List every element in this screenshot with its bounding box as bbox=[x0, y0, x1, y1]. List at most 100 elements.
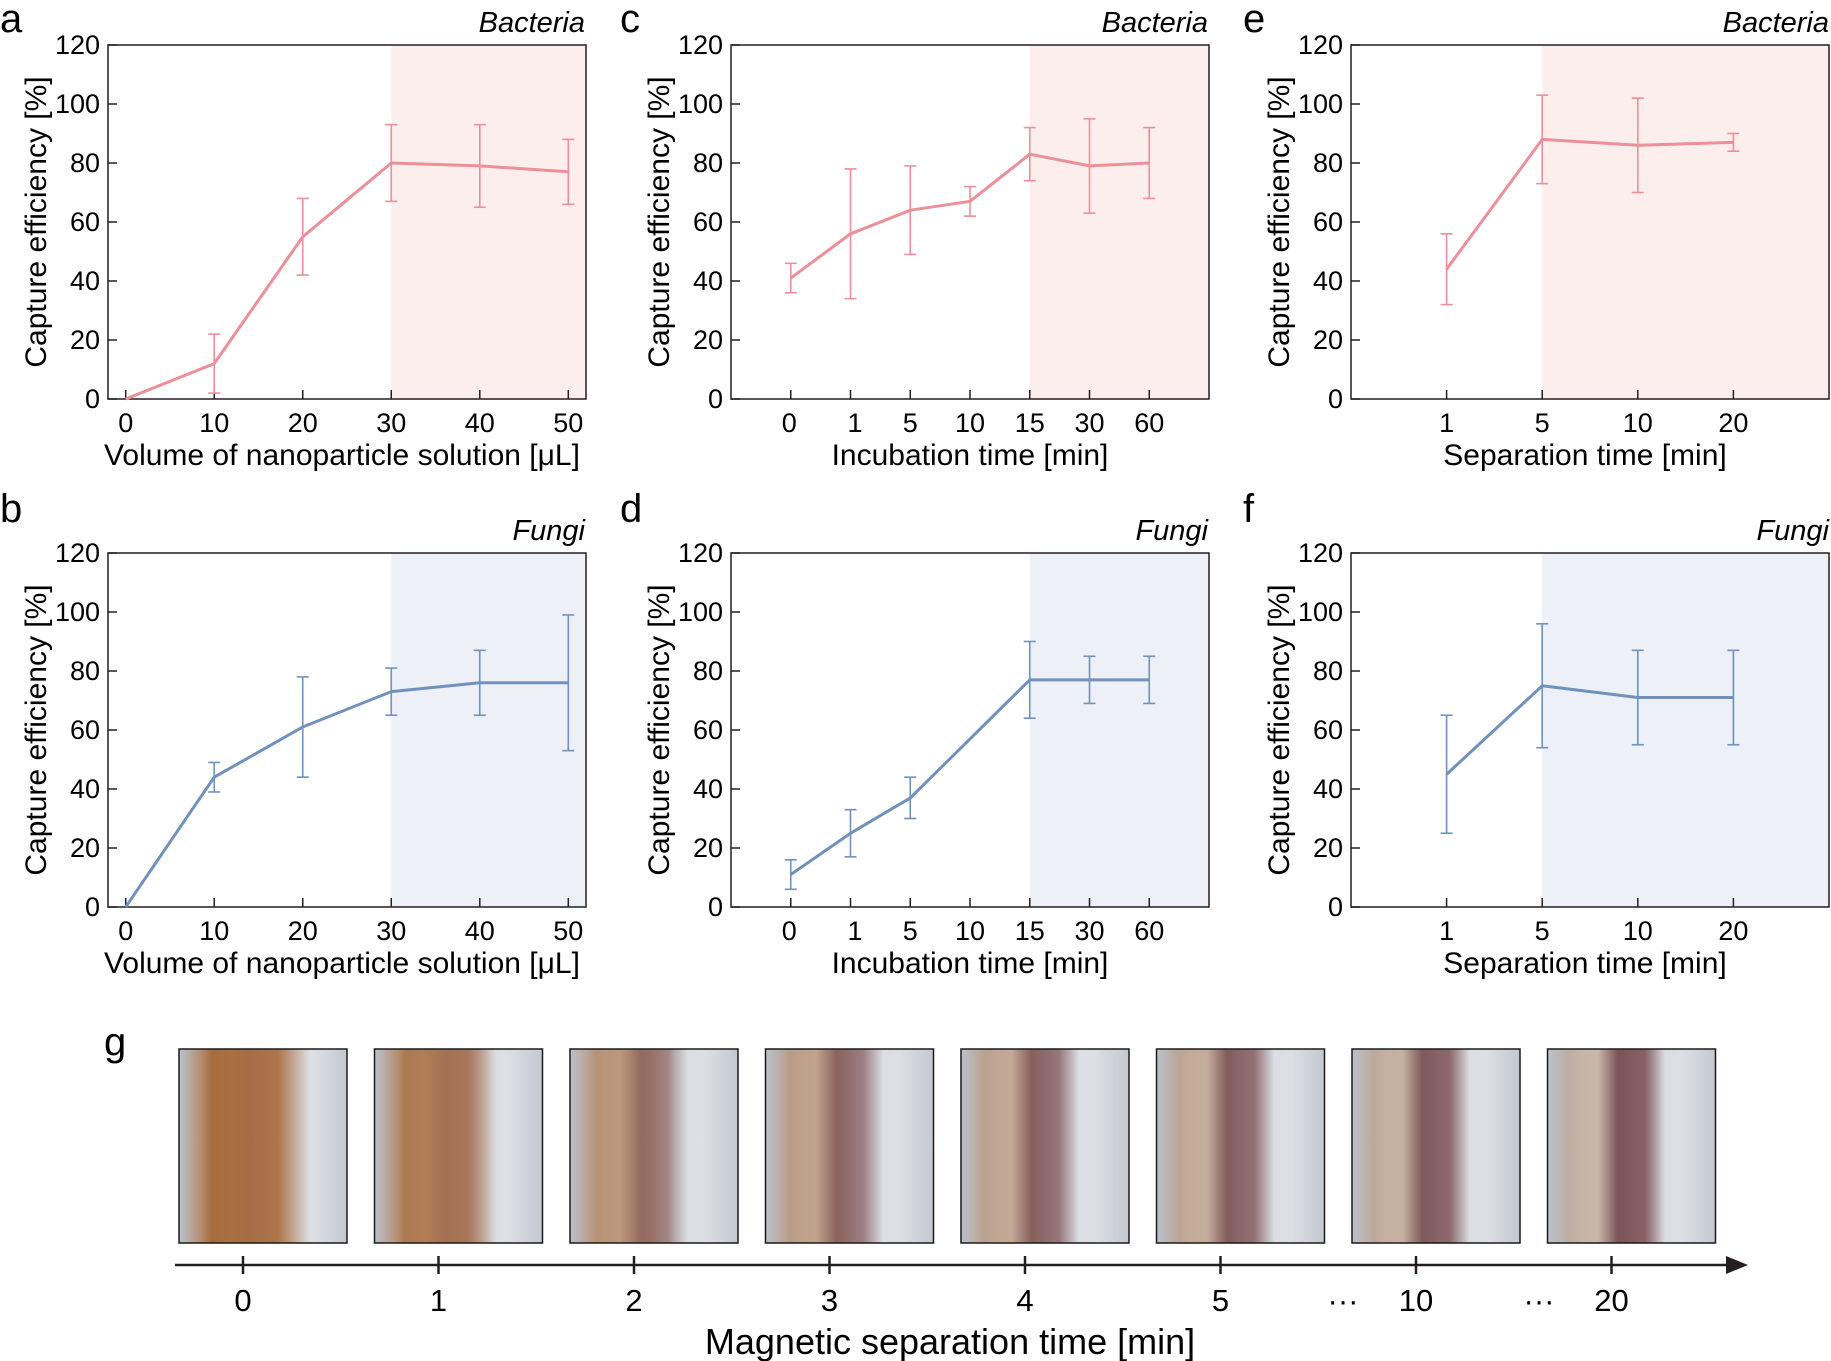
panel-a-error-bar bbox=[385, 123, 398, 203]
panel-c-letter: c bbox=[620, 0, 640, 41]
tube-photo-captured-column bbox=[815, 1049, 884, 1243]
panel-c-ytick-label: 40 bbox=[693, 266, 723, 296]
panel-e-ytick-label: 0 bbox=[1328, 384, 1343, 414]
panel-a-ytick-label: 0 bbox=[85, 384, 100, 414]
panel-f-series-line bbox=[1445, 684, 1734, 776]
panel-c-xtick-label: 0 bbox=[782, 408, 797, 438]
panel-b-shaded-region bbox=[391, 553, 586, 907]
panel-a-xtick-label: 30 bbox=[376, 408, 406, 438]
panel-c-error-bar bbox=[844, 168, 857, 300]
tube-photo-strip bbox=[178, 1048, 1717, 1244]
panel-e-xtick-label: 5 bbox=[1535, 408, 1550, 438]
tube-photo-20-min bbox=[1546, 1048, 1717, 1244]
panel-b-error-bar bbox=[562, 614, 575, 752]
tube-photo-frame bbox=[569, 1048, 739, 1244]
panel-f-xtick-label: 1 bbox=[1439, 916, 1454, 946]
panel-d-x-axis-label: Incubation time [min] bbox=[832, 947, 1109, 980]
tube-photo-captured-column bbox=[1402, 1049, 1470, 1243]
time-axis-label: Magnetic separation time [min] bbox=[705, 1321, 1195, 1361]
panel-b-ytick-label: 0 bbox=[85, 892, 100, 922]
time-axis-arrowhead bbox=[1726, 1256, 1748, 1274]
panel-c-ytick-label: 100 bbox=[678, 89, 723, 119]
panel-e-ytick-label: 20 bbox=[1313, 325, 1343, 355]
panel-e-error-bar bbox=[1440, 233, 1453, 306]
panel-a-ytick-label: 100 bbox=[55, 89, 100, 119]
panel-c-xtick-label: 1 bbox=[848, 408, 863, 438]
panel-b-error-bar bbox=[473, 649, 486, 717]
panel-d-error-bar bbox=[844, 808, 857, 858]
panel-b-chart: b Fungi 0 20 40 60 80 100 120 0 10 20 30 40 50 Volum… bbox=[0, 487, 587, 980]
tube-photo-10-min bbox=[1351, 1048, 1521, 1244]
panel-f-x-axis-label: Separation time [min] bbox=[1443, 947, 1726, 980]
time-axis-ticks: 0 1 2 3 4 5 10 20 bbox=[234, 1256, 1629, 1318]
panel-c-xtick-label: 15 bbox=[1015, 408, 1045, 438]
tube-photo-5-min bbox=[1155, 1048, 1326, 1244]
time-axis-tick-label: 2 bbox=[625, 1283, 642, 1318]
panel-b-ytick-label: 40 bbox=[70, 774, 100, 804]
panel-b-ytick-label: 60 bbox=[70, 715, 100, 745]
panel-d-error-bar bbox=[1083, 655, 1096, 705]
panel-e-y-axis-label: Capture efficiency [%] bbox=[1263, 76, 1296, 367]
time-axis-tick-label: 3 bbox=[821, 1283, 838, 1318]
panel-a-y-axis-label: Capture efficiency [%] bbox=[20, 76, 53, 367]
panel-a-xtick-label: 20 bbox=[288, 408, 318, 438]
panel-a-organism-label: Bacteria bbox=[479, 7, 585, 39]
panel-b-ytick-label: 80 bbox=[70, 656, 100, 686]
time-axis-tick-label: 1 bbox=[430, 1283, 447, 1318]
panel-f-ytick-label: 80 bbox=[1313, 656, 1343, 686]
panel-e-ytick-label: 120 bbox=[1298, 30, 1343, 60]
panel-e-x-axis-label: Separation time [min] bbox=[1443, 439, 1726, 472]
panel-d-xtick-label: 30 bbox=[1074, 916, 1104, 946]
panel-c-xtick-label: 5 bbox=[903, 408, 918, 438]
panel-d-xtick-label: 10 bbox=[955, 916, 985, 946]
panel-f-y-axis-label: Capture efficiency [%] bbox=[1263, 584, 1296, 875]
panel-e-xtick-label: 20 bbox=[1718, 408, 1748, 438]
panel-b-error-bar bbox=[385, 667, 398, 717]
tube-photo-frame bbox=[1546, 1048, 1717, 1244]
panel-a-x-axis-label: Volume of nanoparticle solution [μL] bbox=[104, 439, 580, 472]
panel-d-ytick-label: 0 bbox=[708, 892, 723, 922]
panel-f-plot-area: 0 20 40 60 80 100 120 1 5 10 20 bbox=[1298, 538, 1830, 946]
panel-d-ytick-label: 40 bbox=[693, 774, 723, 804]
tube-photo-captured-column bbox=[620, 1049, 688, 1243]
tube-photo-frame bbox=[764, 1048, 935, 1244]
tube-photo-0-min bbox=[178, 1048, 348, 1244]
panel-a-ytick-label: 40 bbox=[70, 266, 100, 296]
panel-a-ytick-label: 80 bbox=[70, 148, 100, 178]
panel-b-x-axis-label: Volume of nanoparticle solution [μL] bbox=[104, 947, 580, 980]
tube-photo-4-min bbox=[960, 1048, 1130, 1244]
panel-c-xtick-label: 10 bbox=[955, 408, 985, 438]
panel-f-shaded-region bbox=[1542, 553, 1829, 907]
panel-a-ytick-label: 20 bbox=[70, 325, 100, 355]
panel-c-organism-label: Bacteria bbox=[1102, 7, 1208, 39]
tube-photo-1-min bbox=[373, 1048, 544, 1244]
panel-f-ytick-label: 20 bbox=[1313, 833, 1343, 863]
panel-b-xtick-label: 0 bbox=[118, 916, 133, 946]
panel-a-error-bar bbox=[208, 333, 221, 394]
panel-b-xtick-label: 40 bbox=[465, 916, 495, 946]
panel-d-xtick-label: 5 bbox=[903, 916, 918, 946]
time-axis-ellipsis-2: ··· bbox=[1524, 1283, 1555, 1318]
time-axis-ellipsis-1: ··· bbox=[1328, 1283, 1359, 1318]
panel-b-ytick-label: 20 bbox=[70, 833, 100, 863]
panel-g-letter: g bbox=[104, 1020, 126, 1064]
tube-photo-frame bbox=[1351, 1048, 1521, 1244]
panel-a-shaded-region bbox=[391, 45, 586, 399]
panel-b-organism-label: Fungi bbox=[512, 515, 586, 547]
panel-d-series-line bbox=[789, 678, 1150, 876]
panel-f-error-bar bbox=[1727, 649, 1740, 746]
panel-e-plot-area: 0 20 40 60 80 100 120 1 5 10 20 bbox=[1298, 30, 1830, 438]
tube-photo-2-min bbox=[569, 1048, 739, 1244]
panel-f-error-bar bbox=[1440, 714, 1453, 835]
tube-photo-3-min bbox=[764, 1048, 935, 1244]
panel-f-xtick-label: 5 bbox=[1535, 916, 1550, 946]
panel-c-ytick-label: 80 bbox=[693, 148, 723, 178]
panel-f-error-bar bbox=[1631, 649, 1644, 746]
panel-b-xtick-label: 20 bbox=[288, 916, 318, 946]
panel-c-error-bar bbox=[964, 185, 976, 217]
panel-f-xtick-label: 20 bbox=[1718, 916, 1748, 946]
panel-e-chart: e Bacteria 0 20 40 60 80 100 120 1 5 10 20 Separat… bbox=[1243, 0, 1830, 472]
